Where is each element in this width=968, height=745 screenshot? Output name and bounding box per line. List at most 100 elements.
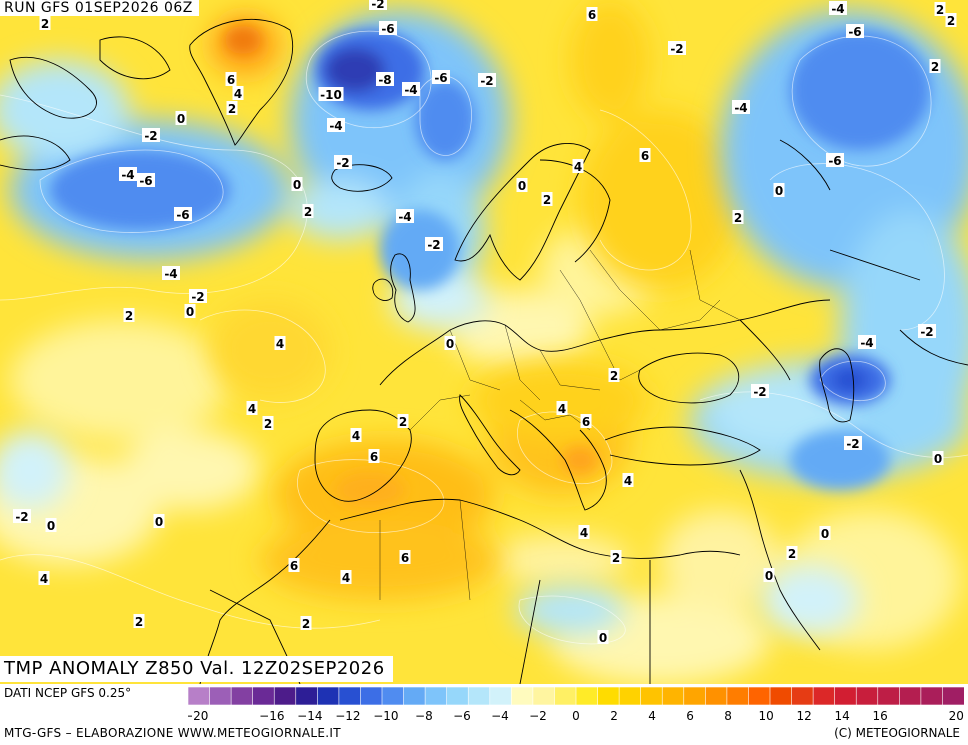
contour-label: 4: [274, 336, 286, 351]
contour-label-bg: [846, 24, 864, 38]
contour-label: 4: [622, 473, 634, 488]
contour-label: 2: [39, 16, 51, 31]
anomaly-field-cold-cores: [50, 30, 930, 490]
contour-label: -6: [826, 153, 844, 168]
contour-label-text: 0: [177, 112, 185, 126]
contour-label: 2: [133, 614, 145, 629]
contour-label-text: 0: [599, 631, 607, 645]
contour-label-bg: [175, 111, 187, 125]
contour-label-text: 2: [41, 17, 49, 31]
contour-label: 6: [368, 449, 380, 464]
contour-label: 6: [580, 414, 592, 429]
contour-label-text: 4: [624, 474, 632, 488]
contour-label-bg: [425, 237, 443, 251]
contour-label-text: -6: [139, 174, 152, 188]
color-swatch: [683, 687, 707, 706]
contour-label: 2: [226, 101, 238, 116]
contour-label-text: -2: [371, 0, 384, 11]
contour-label-text: -2: [191, 290, 204, 304]
contour-label-bg: [397, 414, 409, 428]
contour-label-bg: [580, 414, 592, 428]
contour-label: -4: [858, 335, 876, 350]
scale-tick-label: −12: [335, 709, 360, 723]
color-swatch: [252, 687, 276, 706]
contour-label-text: -6: [848, 25, 861, 39]
scale-tick-label: −16: [259, 709, 284, 723]
scale-tick-label: −4: [491, 709, 509, 723]
copyright: (C) METEOGIORNALE: [834, 726, 960, 740]
contour-label-bg: [934, 2, 946, 16]
scale-tick-label: 16: [873, 709, 888, 723]
contour-label: 4: [340, 570, 352, 585]
contour-label-bg: [763, 568, 775, 582]
contour-label-bg: [350, 428, 362, 442]
color-swatch: [748, 687, 771, 706]
contour-label-text: -4: [121, 168, 134, 182]
contour-label-text: -6: [828, 154, 841, 168]
contour-label: -2: [369, 0, 387, 11]
contour-label: -4: [119, 167, 137, 182]
contour-label-text: -2: [336, 156, 349, 170]
contour-label: -6: [432, 70, 450, 85]
contour-label-bg: [142, 128, 160, 142]
color-swatch: [597, 687, 620, 706]
contour-label-text: -2: [846, 437, 859, 451]
contour-label: 0: [763, 568, 775, 583]
contour-label-text: 2: [135, 615, 143, 629]
contour-label-bg: [819, 526, 831, 540]
color-swatch: [726, 687, 750, 706]
contour-label: 0: [444, 336, 456, 351]
contour-label: 2: [123, 308, 135, 323]
color-scale-labels: −20 −16 −14 −12 −10 −8 −6 −4 −2 0 2 4 6 8 10 12 14 16 20: [188, 709, 964, 723]
contour-label-bg: [334, 155, 352, 169]
contour-label-bg: [119, 167, 137, 181]
contour-label-text: -8: [378, 73, 391, 87]
contour-label: -2: [334, 155, 352, 170]
contour-label-text: 0: [47, 519, 55, 533]
contour-label-bg: [153, 514, 165, 528]
contour-label-bg: [858, 335, 876, 349]
contour-label: 0: [153, 514, 165, 529]
contour-label: -2: [751, 384, 769, 399]
color-swatch: [424, 687, 448, 706]
contour-label-text: 4: [342, 571, 350, 585]
contour-label-text: -2: [144, 129, 157, 143]
contour-label-text: -4: [398, 210, 411, 224]
contour-label-bg: [174, 207, 192, 221]
contour-label: -2: [668, 41, 686, 56]
color-swatch: [791, 687, 814, 706]
contour-label-bg: [597, 630, 609, 644]
contour-label-text: 0: [446, 337, 454, 351]
scale-tick-label: 14: [835, 709, 850, 723]
contour-label: 4: [38, 571, 50, 586]
color-swatch: [769, 687, 793, 706]
color-swatch: [446, 687, 470, 706]
credits: MTG-GFS – ELABORAZIONE WWW.METEOGIORNALE…: [4, 726, 341, 740]
contour-label-bg: [444, 336, 456, 350]
scale-tick-label: 2: [610, 709, 618, 723]
color-swatch: [554, 687, 577, 706]
contour-label-bg: [478, 73, 496, 87]
contour-label-bg: [123, 308, 135, 322]
scale-tick-label: −6: [453, 709, 471, 723]
contour-label: -2: [918, 324, 936, 339]
contour-label: -4: [829, 1, 847, 16]
contour-label-text: 2: [610, 369, 618, 383]
national-borders: [379, 249, 741, 601]
scale-tick-label: −20: [188, 709, 208, 723]
scale-tick-label: −8: [415, 709, 433, 723]
color-swatch: [532, 687, 556, 706]
contour-label-bg: [829, 1, 847, 15]
contour-label-bg: [225, 72, 237, 86]
contour-label-text: 6: [370, 450, 378, 464]
contour-label: -4: [162, 266, 180, 281]
contour-label: 4: [232, 86, 244, 101]
contour-label: 2: [732, 210, 744, 225]
anomaly-field-hot-spots: [225, 26, 598, 508]
contour-label: -4: [396, 209, 414, 224]
contour-label-text: 2: [125, 309, 133, 323]
contour-label-bg: [541, 192, 553, 206]
color-swatch: [855, 687, 879, 706]
